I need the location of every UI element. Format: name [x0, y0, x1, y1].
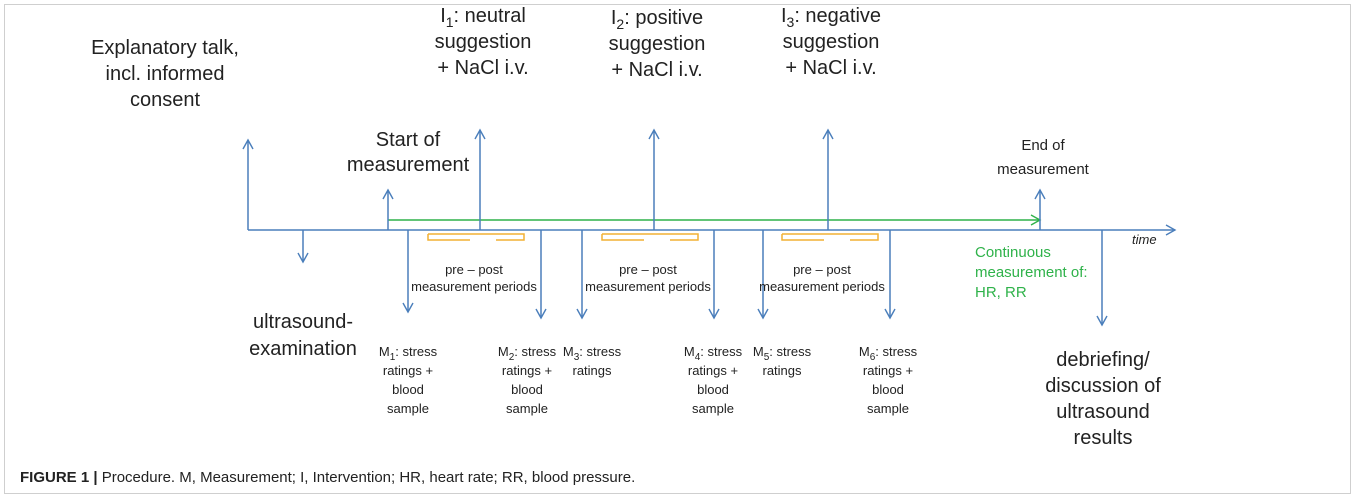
- intervention-label-rest: : neutral: [454, 5, 526, 27]
- caption-text: Procedure. M, Measurement; I, Interventi…: [98, 469, 636, 486]
- measurement-label-line: ratings +: [502, 363, 552, 378]
- measurement-label-line: sample: [506, 401, 548, 416]
- measurement-label-letter: M: [859, 344, 870, 359]
- measurement-label-line: blood: [697, 382, 729, 397]
- periods-label: pre – post: [619, 262, 677, 277]
- start-label: Start of: [376, 129, 441, 151]
- measurement-label-line: sample: [692, 401, 734, 416]
- measurement-label-line: ratings: [572, 363, 612, 378]
- intervention-label-sub: 3: [787, 14, 795, 30]
- periods-label: pre – post: [793, 262, 851, 277]
- measurement-label-letter: M: [753, 344, 764, 359]
- measurement-label-letter: M: [498, 344, 509, 359]
- end-label: measurement: [997, 161, 1090, 178]
- periods-label: measurement periods: [585, 279, 711, 294]
- intervention-label-line: suggestion: [435, 31, 532, 53]
- measurement-label-line: sample: [867, 401, 909, 416]
- intervention-label-sub: 2: [616, 16, 624, 32]
- intervention-label: I1: neutral: [440, 5, 526, 30]
- measurement-label-rest: : stress: [875, 344, 917, 359]
- periods-label: measurement periods: [759, 279, 885, 294]
- brackets: [427, 233, 879, 241]
- continuous-label: HR, RR: [975, 284, 1027, 301]
- measurement-label-rest: : stress: [395, 344, 437, 359]
- measurement-label: M1: stress: [379, 344, 438, 363]
- continuous-label: Continuous: [975, 244, 1051, 261]
- measurement-label-rest: : stress: [514, 344, 556, 359]
- measurement-label: M5: stress: [753, 344, 812, 363]
- measurement-label-rest: : stress: [700, 344, 742, 359]
- measurement-label: M3: stress: [563, 344, 622, 363]
- measurement-label-letter: M: [379, 344, 390, 359]
- caption: FIGURE 1 | Procedure. M, Measurement; I,…: [20, 469, 635, 486]
- measurement-label: M4: stress: [684, 344, 743, 363]
- measurement-label-line: blood: [392, 382, 424, 397]
- intervention-label-rest: : positive: [624, 7, 703, 29]
- continuous-label: measurement of:: [975, 264, 1088, 281]
- intervention-label-line: + NaCl i.v.: [611, 59, 702, 81]
- labels: Explanatory talk, incl. informed consent ul…: [91, 5, 1161, 449]
- measurement-label-rest: : stress: [769, 344, 811, 359]
- measurement-label-line: ratings +: [863, 363, 913, 378]
- start-label: measurement: [347, 154, 470, 176]
- measurement-label-sub: 5: [764, 352, 770, 363]
- measurement-label-sub: 4: [695, 352, 701, 363]
- ultrasound-label: examination: [249, 338, 357, 360]
- measurement-label-sub: 1: [390, 352, 396, 363]
- periods-label: pre – post: [445, 262, 503, 277]
- explanatory-label: Explanatory talk,: [91, 37, 239, 59]
- explanatory-label: consent: [130, 89, 200, 111]
- measurement-label-letter: M: [684, 344, 695, 359]
- ultrasound-label: ultrasound-: [253, 311, 353, 333]
- debriefing-label: ultrasound: [1056, 401, 1149, 423]
- measurement-label-rest: : stress: [579, 344, 621, 359]
- periods-label: measurement periods: [411, 279, 537, 294]
- measurement-label-line: sample: [387, 401, 429, 416]
- measurement-label-sub: 6: [870, 352, 876, 363]
- measurement-label-line: ratings +: [688, 363, 738, 378]
- measurement-label-line: ratings +: [383, 363, 433, 378]
- debriefing-label: debriefing/: [1056, 349, 1150, 371]
- arrows: [242, 128, 1177, 327]
- measurement-label-letter: M: [563, 344, 574, 359]
- measurement-label-line: blood: [511, 382, 543, 397]
- intervention-label-line: + NaCl i.v.: [785, 57, 876, 79]
- frame: [4, 4, 1351, 494]
- intervention-label-letter: I: [611, 7, 617, 29]
- intervention-label: I2: positive: [611, 7, 703, 32]
- caption-label: FIGURE 1 |: [20, 469, 98, 486]
- measurement-label-sub: 3: [574, 352, 580, 363]
- intervention-label-line: suggestion: [783, 31, 880, 53]
- time-label: time: [1132, 232, 1157, 247]
- intervention-label: I3: negative: [781, 5, 881, 30]
- measurement-label: M2: stress: [498, 344, 557, 363]
- intervention-label-letter: I: [781, 5, 787, 27]
- measurement-label: M6: stress: [859, 344, 918, 363]
- measurement-label-line: blood: [872, 382, 904, 397]
- debriefing-label: results: [1074, 427, 1133, 449]
- intervention-label-line: suggestion: [609, 33, 706, 55]
- measurement-label-line: ratings: [762, 363, 802, 378]
- explanatory-label: incl. informed: [106, 63, 225, 85]
- intervention-label-line: + NaCl i.v.: [437, 57, 528, 79]
- intervention-label-letter: I: [440, 5, 446, 27]
- measurement-label-sub: 2: [509, 352, 515, 363]
- intervention-label-rest: : negative: [794, 5, 881, 27]
- debriefing-label: discussion of: [1045, 375, 1161, 397]
- intervention-label-sub: 1: [446, 14, 454, 30]
- end-label: End of: [1021, 137, 1065, 154]
